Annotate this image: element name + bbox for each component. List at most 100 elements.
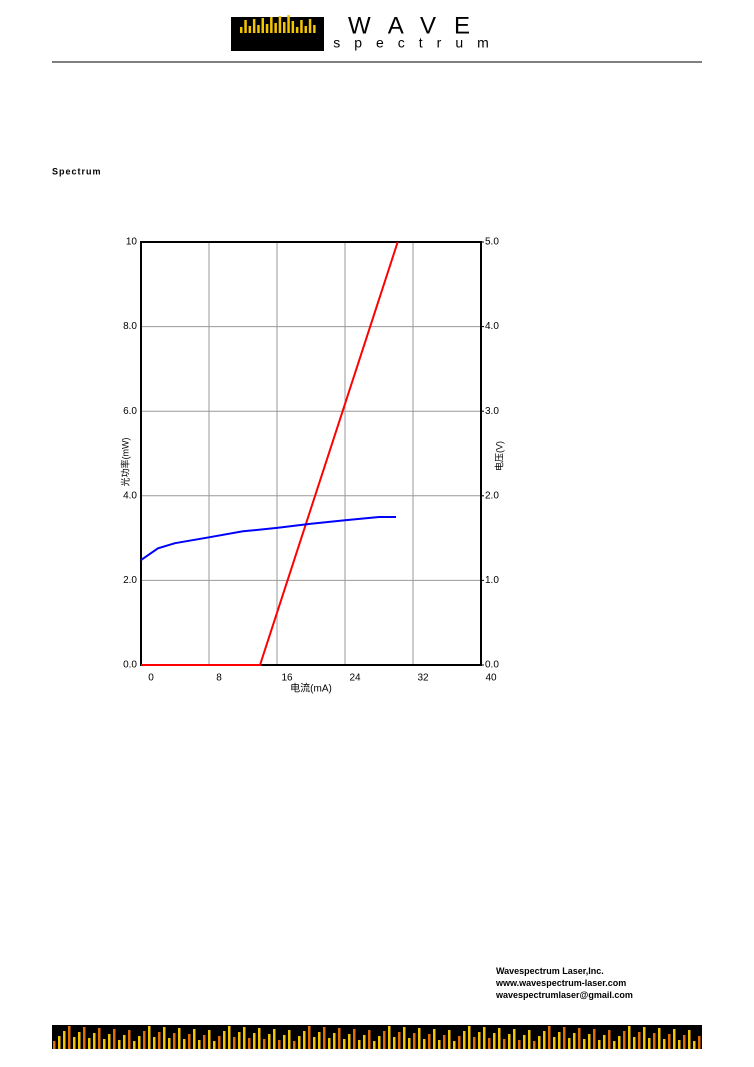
bottom-bar-stripe <box>188 1034 191 1049</box>
bottom-bar-stripe <box>258 1028 261 1049</box>
bottom-bar-stripe <box>78 1032 81 1049</box>
logo-sub: spectrum <box>333 35 503 51</box>
bottom-bar-stripe <box>293 1041 296 1049</box>
y2-tick-label: 1.0 <box>485 575 499 586</box>
bottom-bar-stripe <box>698 1036 701 1049</box>
bottom-bar-stripe <box>193 1029 196 1049</box>
bottom-bar-stripe <box>273 1029 276 1049</box>
bottom-bar-stripe <box>593 1029 596 1049</box>
bottom-bar-stripe <box>483 1027 486 1049</box>
bottom-bar-stripe <box>493 1033 496 1049</box>
logo-bar <box>283 22 286 33</box>
bottom-bar-stripe <box>538 1036 541 1049</box>
bottom-bar-stripe <box>323 1027 326 1049</box>
bottom-bar-stripe <box>318 1032 321 1049</box>
bottom-bar-stripe <box>548 1026 551 1049</box>
x-tick-label: 16 <box>281 673 293 684</box>
bottom-bar-stripe <box>133 1041 136 1049</box>
logo-bar <box>270 17 273 33</box>
logo-bar <box>278 16 282 33</box>
bottom-bar-stripe <box>108 1034 111 1049</box>
bottom-bar-stripe <box>213 1041 216 1049</box>
bottom-bar-stripe <box>203 1035 206 1049</box>
logo-bar <box>257 25 260 33</box>
footer-line: Wavespectrum Laser,Inc. <box>496 966 604 976</box>
bottom-bar-stripe <box>63 1031 66 1049</box>
bottom-bar-stripe <box>458 1036 461 1049</box>
y2-tick-label: 3.0 <box>485 406 499 417</box>
bottom-bar-stripe <box>583 1039 586 1049</box>
bottom-bar-stripe <box>443 1035 446 1049</box>
bottom-bar-stripe <box>503 1039 506 1049</box>
bottom-bar-stripe <box>288 1030 291 1049</box>
logo-bar <box>274 23 277 33</box>
x-axis-label: 电流(mA) <box>290 682 332 695</box>
logo-bar <box>295 27 299 33</box>
bottom-bar-stripe <box>128 1030 131 1049</box>
bottom-bar-stripe <box>408 1038 411 1049</box>
y-tick-label: 6.0 <box>123 406 137 417</box>
bottom-bar-stripe <box>693 1041 696 1049</box>
bottom-bar-stripe <box>633 1037 636 1049</box>
bottom-bar-stripe <box>648 1038 651 1049</box>
bottom-bar-stripe <box>83 1027 86 1049</box>
logo-bar <box>287 15 290 33</box>
bottom-bar-stripe <box>498 1028 501 1049</box>
bottom-bar-stripe <box>153 1037 156 1049</box>
bottom-bar-stripe <box>238 1032 241 1049</box>
bottom-bar-stripe <box>68 1026 71 1049</box>
bottom-bar-stripe <box>478 1032 481 1049</box>
bottom-bar-stripe <box>488 1038 491 1049</box>
y2-axis-label: 电压(V) <box>493 441 504 471</box>
bottom-bar-stripe <box>418 1028 421 1049</box>
bottom-bar-stripe <box>428 1034 431 1049</box>
logo-bar <box>291 21 295 33</box>
bottom-bar-stripe <box>243 1027 246 1049</box>
logo-bar <box>240 27 243 33</box>
plot-area <box>140 241 482 666</box>
logo-bar <box>252 19 256 33</box>
x-tick-label: 0 <box>148 673 154 684</box>
footer-line: wavespectrumlaser@gmail.com <box>496 990 633 1000</box>
bottom-bar-stripe <box>218 1036 221 1049</box>
bottom-bar-stripe <box>148 1026 151 1049</box>
section-title: Spectrum <box>52 166 102 176</box>
bottom-bar-stripe <box>208 1030 211 1049</box>
bottom-bar-stripe <box>643 1027 646 1049</box>
y-tick-label: 4.0 <box>123 490 137 501</box>
bottom-bar-stripe <box>178 1028 181 1049</box>
y-tick-label: 0.0 <box>123 660 137 671</box>
y2-tick-label: 5.0 <box>485 237 499 248</box>
bottom-bar-stripe <box>223 1031 226 1049</box>
bottom-bar-stripe <box>363 1035 366 1049</box>
bottom-bar-stripe <box>423 1039 426 1049</box>
bottom-bar-stripe <box>233 1037 236 1049</box>
bottom-bar-stripe <box>413 1033 416 1049</box>
bottom-bar-stripe <box>383 1031 386 1049</box>
bottom-bar-stripe <box>393 1037 396 1049</box>
bottom-bar-stripe <box>613 1041 616 1049</box>
bottom-bar-stripe <box>688 1030 691 1049</box>
bottom-bar-stripe <box>53 1041 56 1049</box>
bottom-bar-stripe <box>73 1037 76 1049</box>
bottom-bar-stripe <box>358 1040 361 1049</box>
bottom-bar-stripe <box>163 1027 166 1049</box>
bottom-bar-stripe <box>353 1029 356 1049</box>
bottom-bar-stripe <box>618 1036 621 1049</box>
bottom-bar-stripe <box>563 1027 566 1049</box>
bottom-bar-stripe <box>143 1031 146 1049</box>
bottom-bar-stripe <box>528 1030 531 1049</box>
bottom-bar-stripe <box>468 1026 471 1049</box>
bottom-bar-stripe <box>598 1040 601 1049</box>
x-tick-label: 40 <box>485 673 497 684</box>
bottom-bar-stripe <box>328 1038 331 1049</box>
bottom-bar-stripe <box>513 1029 516 1049</box>
bottom-bar-stripe <box>453 1041 456 1049</box>
logo-bar <box>304 26 307 33</box>
bottom-bar <box>52 1025 702 1049</box>
bottom-bar-stripe <box>608 1030 611 1049</box>
bottom-bar-stripe <box>333 1033 336 1049</box>
logo-bar <box>308 19 312 33</box>
